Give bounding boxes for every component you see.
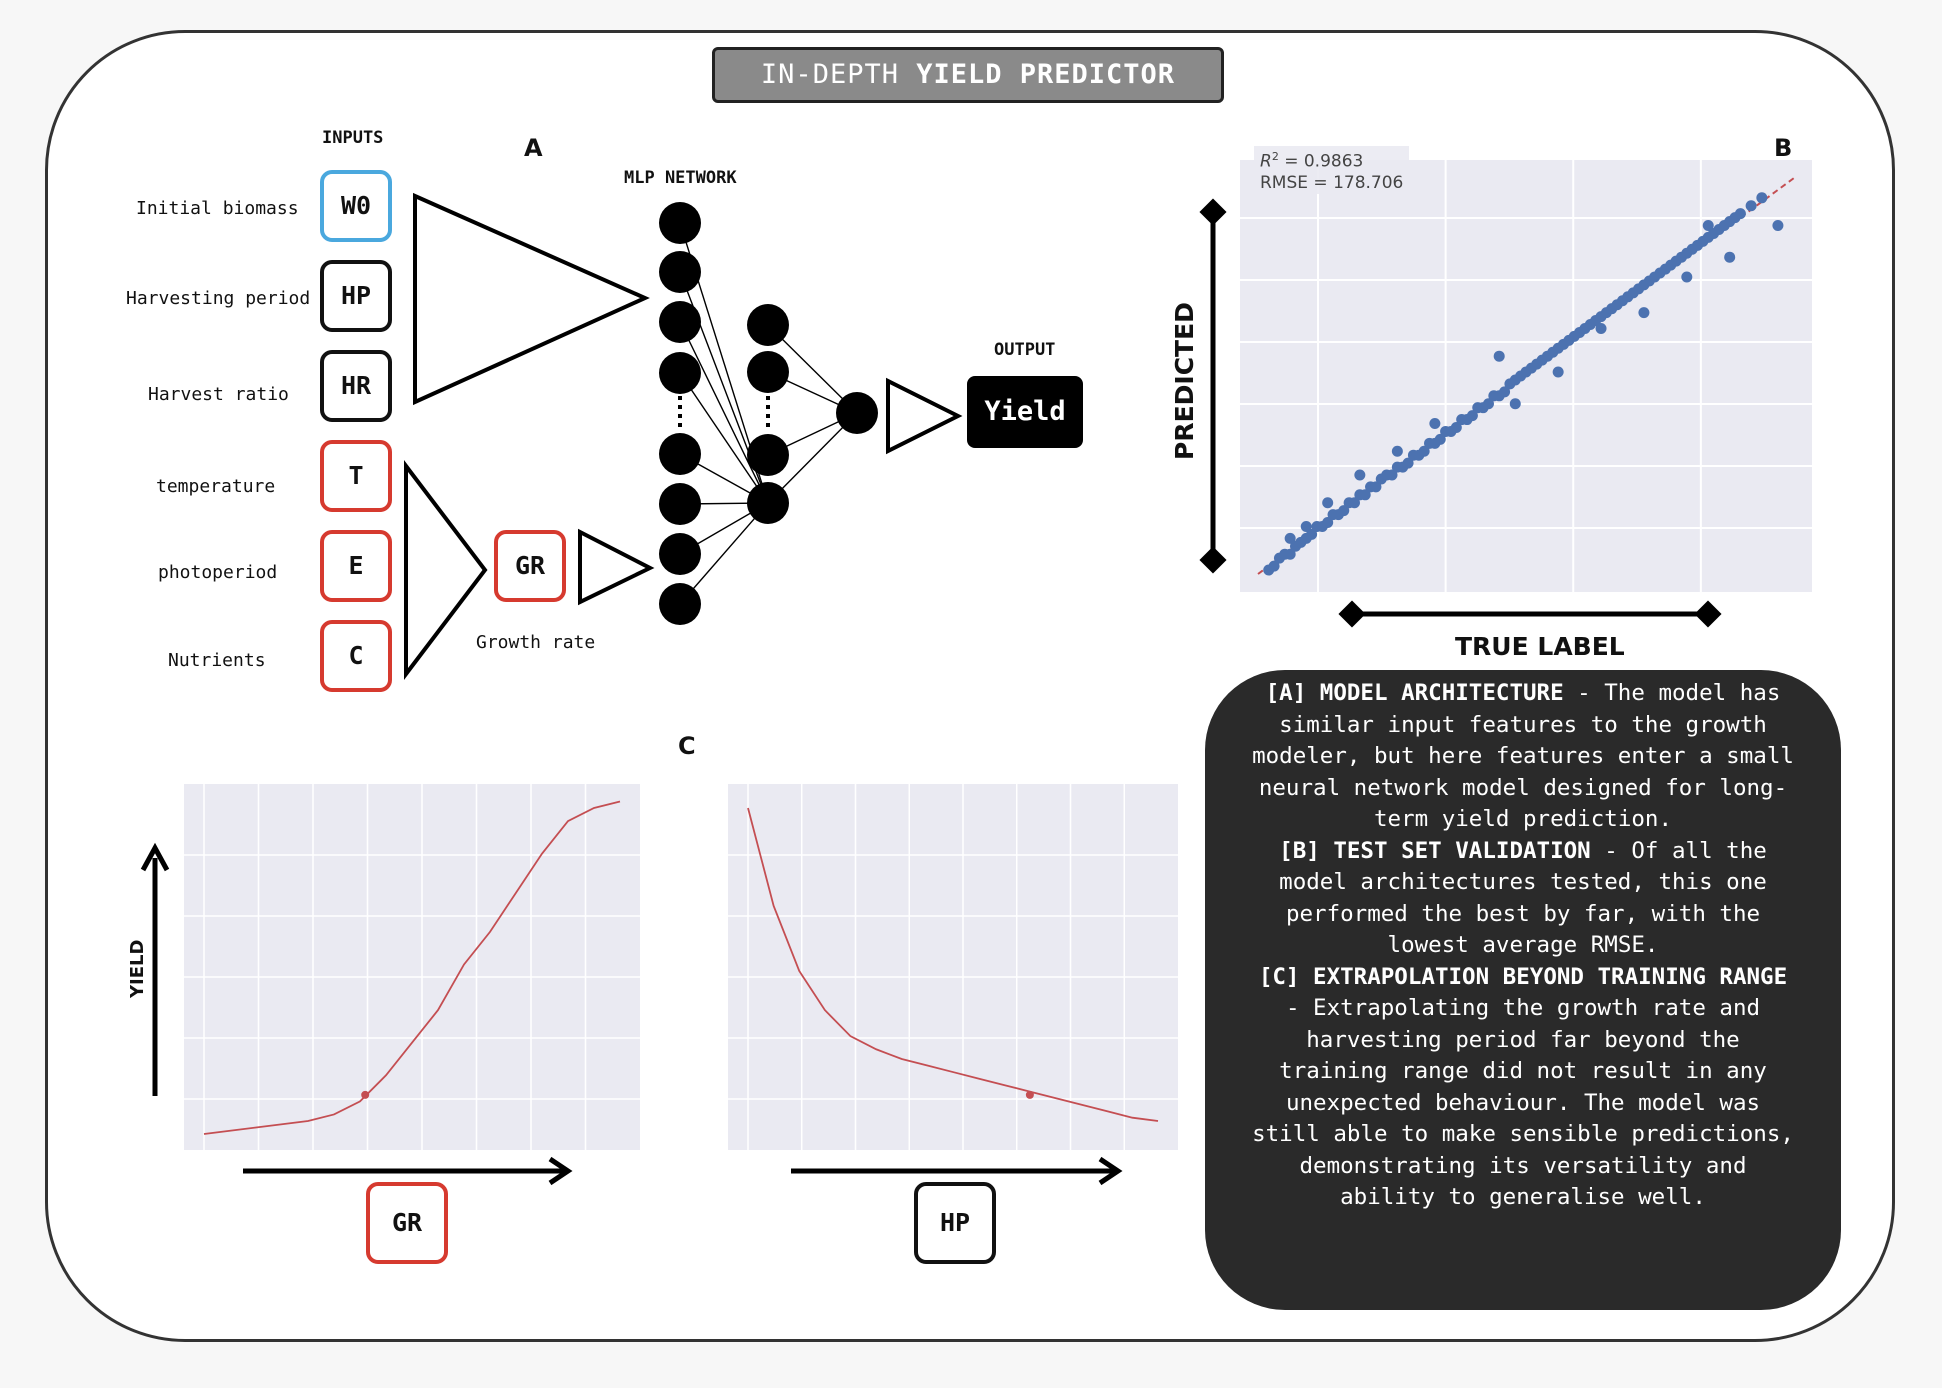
scatter-point: [1434, 433, 1446, 445]
inputs-header: INPUTS: [322, 128, 384, 148]
panel-a-letter: A: [524, 134, 543, 162]
scatter-point: [1386, 469, 1398, 481]
scatter-point: [1702, 220, 1714, 232]
scatter-point: [1745, 200, 1757, 212]
desc-b-body: - Of all the model architectures tested,…: [1279, 837, 1767, 959]
scatter-point: [1338, 505, 1350, 517]
input-label-e: photoperiod: [158, 562, 278, 583]
scatter-point: [1681, 271, 1693, 283]
input-label-t: temperature: [156, 476, 276, 497]
desc-c-head: [C] EXTRAPOLATION BEYOND TRAINING RANGE: [1258, 963, 1788, 990]
x-axis-label: TRUE LABEL: [1455, 632, 1625, 661]
input-box-e: E: [320, 530, 392, 602]
scatter-point: [1391, 445, 1403, 457]
input-box-hp: HP: [320, 260, 392, 332]
scatter-point: [1638, 307, 1650, 319]
scatter-point: [1418, 445, 1430, 457]
y-axis-label: PREDICTED: [1170, 302, 1199, 460]
yield-axis-label: YIELD: [127, 939, 148, 998]
hp-axis-box: HP: [914, 1182, 996, 1264]
input-box-t: T: [320, 440, 392, 512]
scatter-point: [1466, 410, 1478, 422]
scatter-point: [1429, 418, 1441, 430]
scatter-point: [1322, 517, 1334, 529]
scatter-point: [1450, 421, 1462, 433]
scatter-point: [1284, 532, 1296, 544]
scatter-plot: [1240, 160, 1812, 592]
marker-point: [1025, 1090, 1034, 1099]
scatter-point: [1772, 220, 1784, 232]
series-line: [747, 807, 1159, 1122]
input-label-w0: Initial biomass: [136, 198, 299, 219]
panel-b-letter: B: [1774, 134, 1793, 162]
output-header: OUTPUT: [994, 340, 1056, 360]
scatter-point: [1284, 548, 1296, 560]
growth-rate-label: Growth rate: [476, 632, 596, 653]
scatter-point: [1734, 208, 1746, 220]
input-label-hr: Harvest ratio: [148, 384, 289, 405]
input-box-hr: HR: [320, 350, 392, 422]
marker-point: [361, 1090, 370, 1099]
input-box-c: C: [320, 620, 392, 692]
scatter-point: [1402, 457, 1414, 469]
description-panel: [A] MODEL ARCHITECTURE - The model has s…: [1205, 670, 1841, 1310]
desc-a-body: - The model has similar input features t…: [1252, 680, 1794, 832]
scatter-point: [1493, 350, 1505, 362]
mlp-header: MLP NETWORK: [624, 168, 737, 188]
scatter-point: [1354, 469, 1366, 481]
input-label-hp: Harvesting period: [126, 288, 311, 309]
page-title: IN-DEPTH YIELD PREDICTOR: [712, 47, 1224, 103]
input-box-w0: W0: [320, 170, 392, 242]
scatter-point: [1482, 398, 1494, 410]
scatter-point: [1499, 386, 1511, 398]
gr-axis-box: GR: [366, 1182, 448, 1264]
scatter-point: [1322, 497, 1334, 509]
growth-rate-box: GR: [494, 530, 566, 602]
scatter-point: [1552, 366, 1564, 378]
scatter-point: [1300, 520, 1312, 532]
scatter-point: [1370, 481, 1382, 493]
scatter-point: [1268, 560, 1280, 572]
scatter-point: [1595, 322, 1607, 334]
input-label-c: Nutrients: [168, 650, 266, 671]
scatter-point: [1348, 497, 1360, 509]
gr-yield-chart: [184, 784, 640, 1150]
scatter-point: [1724, 251, 1736, 263]
chart-background: [728, 784, 1178, 1150]
desc-b-head: [B] TEST SET VALIDATION: [1279, 837, 1591, 864]
output-yield-box: Yield: [967, 376, 1083, 448]
scatter-point: [1359, 489, 1371, 501]
desc-a-head: [A] MODEL ARCHITECTURE: [1265, 680, 1564, 706]
scatter-point: [1756, 192, 1768, 204]
hp-yield-chart: [728, 784, 1178, 1150]
chart-background: [184, 784, 640, 1150]
series-line: [203, 800, 621, 1135]
scatter-point: [1509, 398, 1521, 410]
panel-c-letter: C: [678, 732, 696, 760]
scatter-stats: R2 = 0.9863 RMSE = 178.706: [1254, 146, 1410, 194]
desc-c-body: - Extrapolating the growth rate and harv…: [1252, 995, 1794, 1210]
scatter-point: [1306, 528, 1318, 540]
